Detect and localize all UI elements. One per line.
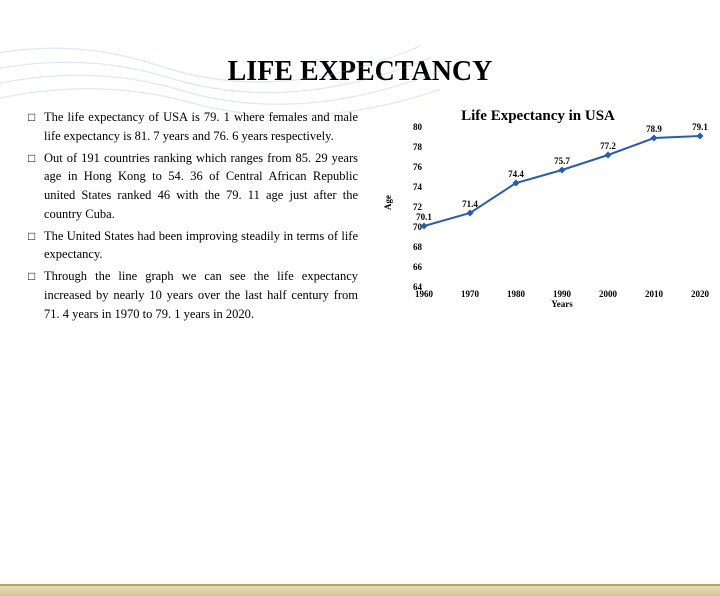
- plot-area: 70.171.474.475.777.278.979.1: [424, 127, 700, 287]
- x-tick: 1960: [415, 289, 433, 299]
- x-tick: 1970: [461, 289, 479, 299]
- y-tick: 68: [413, 242, 422, 252]
- data-label: 71.4: [462, 199, 478, 209]
- y-tick: 80: [413, 122, 422, 132]
- data-label: 77.2: [600, 141, 616, 151]
- line-chart: Age 646668707274767880 70.171.474.475.77…: [400, 127, 700, 307]
- data-label: 74.4: [508, 169, 524, 179]
- bullet-list: The life expectancy of USA is 79. 1 wher…: [28, 108, 358, 328]
- list-item: Out of 191 countries ranking which range…: [28, 149, 358, 224]
- content-row: The life expectancy of USA is 79. 1 wher…: [0, 88, 720, 328]
- y-tick: 76: [413, 162, 422, 172]
- data-label: 78.9: [646, 124, 662, 134]
- list-item: Through the line graph we can see the li…: [28, 267, 358, 323]
- y-axis: 646668707274767880: [400, 127, 424, 287]
- y-tick: 66: [413, 262, 422, 272]
- x-axis: Years 1960197019801990200020102020: [424, 287, 700, 307]
- list-item: The United States had been improving ste…: [28, 227, 358, 265]
- page-title: LIFE EXPECTANCY: [0, 56, 720, 88]
- x-tick: 1990: [553, 289, 571, 299]
- x-tick: 1980: [507, 289, 525, 299]
- y-tick: 72: [413, 202, 422, 212]
- y-tick: 78: [413, 142, 422, 152]
- list-item: The life expectancy of USA is 79. 1 wher…: [28, 108, 358, 146]
- data-label: 70.1: [416, 212, 432, 222]
- x-tick: 2000: [599, 289, 617, 299]
- x-tick: 2020: [691, 289, 709, 299]
- chart-title: Life Expectancy in USA: [376, 108, 700, 125]
- y-tick: 74: [413, 182, 422, 192]
- x-tick: 2010: [645, 289, 663, 299]
- data-label: 79.1: [692, 122, 708, 132]
- data-label: 75.7: [554, 156, 570, 166]
- decorative-border: [0, 584, 720, 596]
- x-axis-label: Years: [551, 299, 573, 309]
- y-axis-label: Age: [383, 195, 393, 210]
- chart-container: Life Expectancy in USA Age 6466687072747…: [376, 108, 700, 328]
